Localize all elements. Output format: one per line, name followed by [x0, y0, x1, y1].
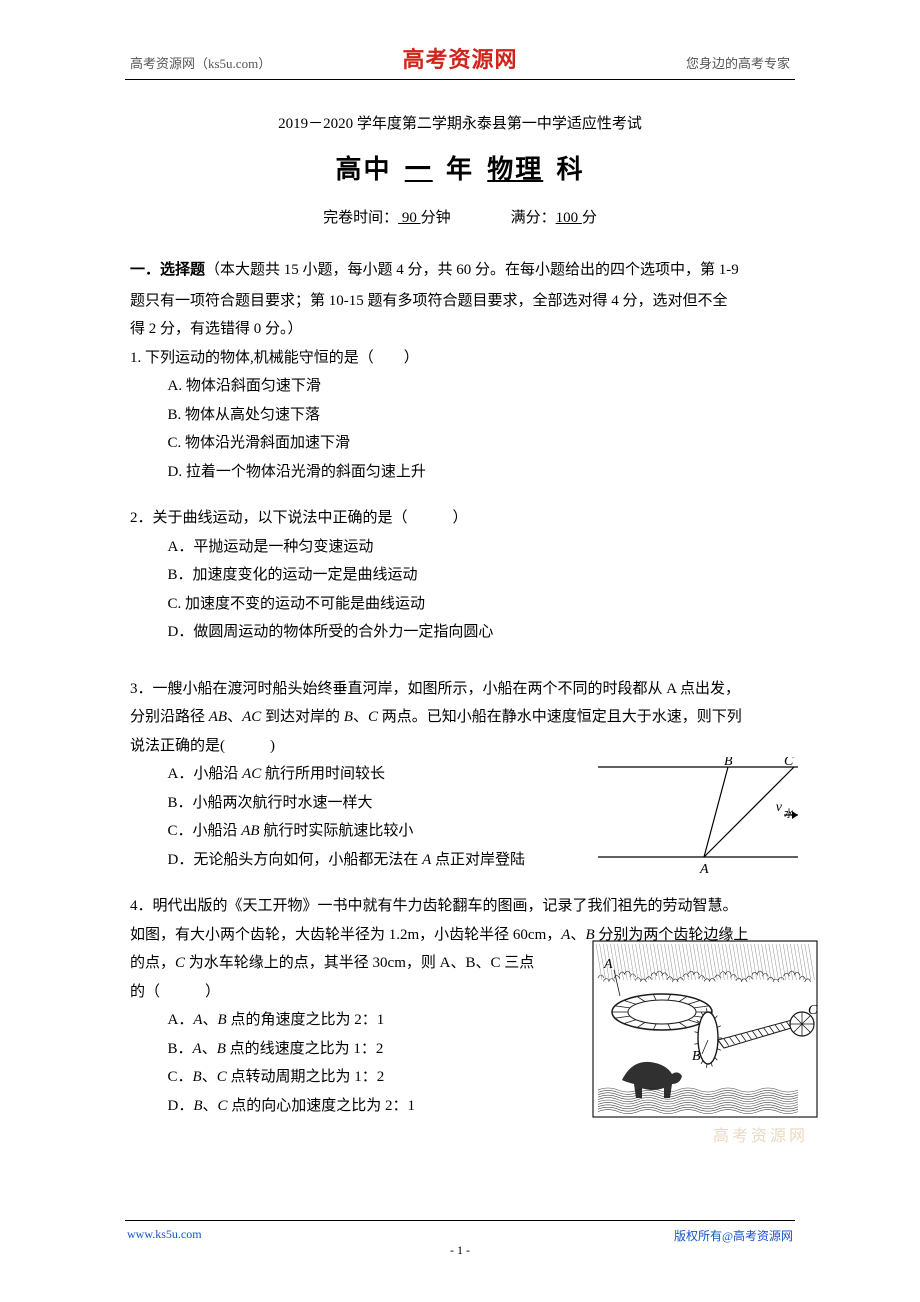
q4-d-m: 、	[203, 1098, 218, 1114]
footer-url: www.ks5u.com	[127, 1227, 202, 1242]
q4-c-m: 、	[202, 1069, 217, 1085]
q2-option-b: B．加速度变化的运动一定是曲线运动	[168, 561, 791, 590]
page-content: 2019－2020 学年度第二学期永泰县第一中学适应性考试 高中 一 年 物理 …	[0, 80, 920, 1120]
header-site: 高考资源网（ks5u.com）	[130, 53, 271, 72]
q3-d-2: 点正对岸登陆	[431, 852, 525, 868]
time-prefix: 完卷时间：	[323, 210, 398, 226]
svg-text:A: A	[699, 862, 709, 877]
svg-text:v: v	[776, 800, 783, 815]
q3-s2-m: 、	[227, 709, 242, 725]
q4-b-a: A	[193, 1041, 202, 1057]
q4-b-1: B．	[168, 1041, 193, 1057]
section-title: 一．选择题	[130, 261, 205, 278]
time-info: 完卷时间： 90 分钟 满分：100 分	[130, 204, 790, 233]
q4-s3-1: 的点，	[130, 955, 175, 971]
q4-a-2: 点的角速度之比为 2：1	[227, 1012, 385, 1028]
page-number: - 1 -	[125, 1243, 795, 1258]
q4-illustration: A B C	[592, 940, 818, 1118]
section-desc-c: 得 2 分，有选错得 0 分。）	[130, 315, 790, 344]
q3-c-1: C．小船沿	[168, 823, 242, 839]
svg-text:水: 水	[784, 808, 794, 820]
score-prefix: 满分：	[511, 210, 556, 226]
section-desc-a: （本大题共 15 小题，每小题 4 分，共 60 分。在每小题给出的四个选项中，…	[205, 262, 739, 278]
watermark: 高考资源网	[713, 1122, 808, 1152]
q3-s2-c: C	[368, 709, 378, 725]
header-logo: 高考资源网	[402, 42, 517, 74]
q4-a-m: 、	[203, 1012, 218, 1028]
q2-stem: 2．关于曲线运动，以下说法中正确的是（ ）	[130, 504, 790, 533]
q4-a-a: A	[193, 1012, 202, 1028]
q3-a-1: A．小船沿	[168, 766, 243, 782]
exam-info: 2019－2020 学年度第二学期永泰县第一中学适应性考试	[130, 110, 790, 139]
q2-option-a: A．平抛运动是一种匀变速运动	[168, 533, 791, 562]
q3-s2-ab: AB	[209, 709, 227, 725]
score-unit: 分	[582, 210, 597, 226]
q3-c-2: 航行时实际航速比较小	[260, 823, 414, 839]
q4-b-m: 、	[202, 1041, 217, 1057]
q3-a-2: 航行所用时间较长	[261, 766, 385, 782]
q3-c-ab: AB	[241, 823, 259, 839]
title-part1: 高中	[335, 154, 391, 184]
title-part5: 科	[556, 154, 584, 184]
q4-c-1: C．	[168, 1069, 193, 1085]
footer-copyright: 版权所有@高考资源网	[674, 1227, 793, 1244]
section-header: 一．选择题（本大题共 15 小题，每小题 4 分，共 60 分。在每小题给出的四…	[130, 256, 790, 285]
q3-s2-4: 两点。已知小船在静水中速度恒定且大于水速，则下列	[378, 709, 742, 725]
q3-s2-b: B	[344, 709, 353, 725]
q2-option-d: D．做圆周运动的物体所受的合外力一定指向圆心	[168, 618, 791, 647]
q1-option-b: B. 物体从高处匀速下落	[168, 401, 791, 430]
q3-d-1: D．无论船头方向如何，小船都无法在	[168, 852, 423, 868]
q4-a-1: A．	[168, 1012, 194, 1028]
svg-text:C: C	[808, 1003, 818, 1018]
footer: www.ks5u.com 版权所有@高考资源网 - 1 -	[125, 1220, 795, 1258]
q4-stem-1: 4．明代出版的《天工开物》一书中就有牛力齿轮翻车的图画，记录了我们祖先的劳动智慧…	[130, 892, 790, 921]
title-grade: 一	[401, 154, 437, 184]
q4-d-b: B	[193, 1098, 202, 1114]
q4-c-2: 点转动周期之比为 1：2	[227, 1069, 385, 1085]
q3-stem-2: 分别沿路径 AB、AC 到达对岸的 B、C 两点。已知小船在静水中速度恒定且大于…	[130, 703, 790, 732]
header-tagline: 您身边的高考专家	[686, 53, 790, 72]
header-divider	[125, 79, 795, 80]
title-subject: 物理	[483, 154, 547, 184]
q4-b-b: B	[217, 1041, 226, 1057]
q4-s3-2: 为水车轮缘上的点，其半径 30cm，则 A、B、C 三点	[185, 955, 534, 971]
q3-a-ac: AC	[242, 766, 261, 782]
q4-b-2: 点的线速度之比为 1：2	[226, 1041, 384, 1057]
q1-option-c: C. 物体沿光滑斜面加速下滑	[168, 429, 791, 458]
svg-text:B: B	[724, 757, 733, 769]
section-desc-b: 题只有一项符合题目要求；第 10-15 题有多项符合题目要求，全部选对得 4 分…	[130, 287, 790, 316]
q4-d-1: D．	[168, 1098, 194, 1114]
q1-option-d: D. 拉着一个物体沿光滑的斜面匀速上升	[168, 458, 791, 487]
q4-s3-c: C	[175, 955, 185, 971]
q3-s2-1: 分别沿路径	[130, 709, 209, 725]
time-minutes: 90	[398, 210, 421, 226]
svg-text:A: A	[603, 957, 613, 972]
title-part3: 年	[446, 154, 474, 184]
q1-stem: 1. 下列运动的物体,机械能守恒的是（ ）	[130, 344, 790, 373]
exam-title: 高中 一 年 物理 科	[130, 145, 790, 194]
q3-stem-1: 3．一艘小船在渡河时船头始终垂直河岸，如图所示，小船在两个不同的时段都从 A 点…	[130, 675, 790, 704]
q4-c-b: B	[193, 1069, 202, 1085]
q2-option-c: C. 加速度不变的运动不可能是曲线运动	[168, 590, 791, 619]
time-unit: 分钟	[421, 210, 451, 226]
q4-a-b: B	[218, 1012, 227, 1028]
score-value: 100	[556, 210, 582, 226]
time-gap	[451, 210, 511, 226]
q4-s2-1: 如图，有大小两个齿轮，大齿轮半径为 1.2m，小齿轮半径 60cm，	[130, 927, 561, 943]
q4-d-2: 点的向心加速度之比为 2：1	[228, 1098, 416, 1114]
q3-s2-2: 到达对岸的	[261, 709, 344, 725]
q3-diagram: B C Av水	[598, 757, 798, 877]
q3-s2-ac: AC	[242, 709, 261, 725]
q4-s2-m1: 、	[570, 927, 585, 943]
q3-d-a: A	[422, 852, 431, 868]
q4-d-c: C	[218, 1098, 228, 1114]
svg-text:C: C	[784, 757, 794, 769]
svg-text:B: B	[692, 1049, 701, 1064]
q4-c-c: C	[217, 1069, 227, 1085]
q1-option-a: A. 物体沿斜面匀速下滑	[168, 372, 791, 401]
q3-s2-3: 、	[353, 709, 368, 725]
